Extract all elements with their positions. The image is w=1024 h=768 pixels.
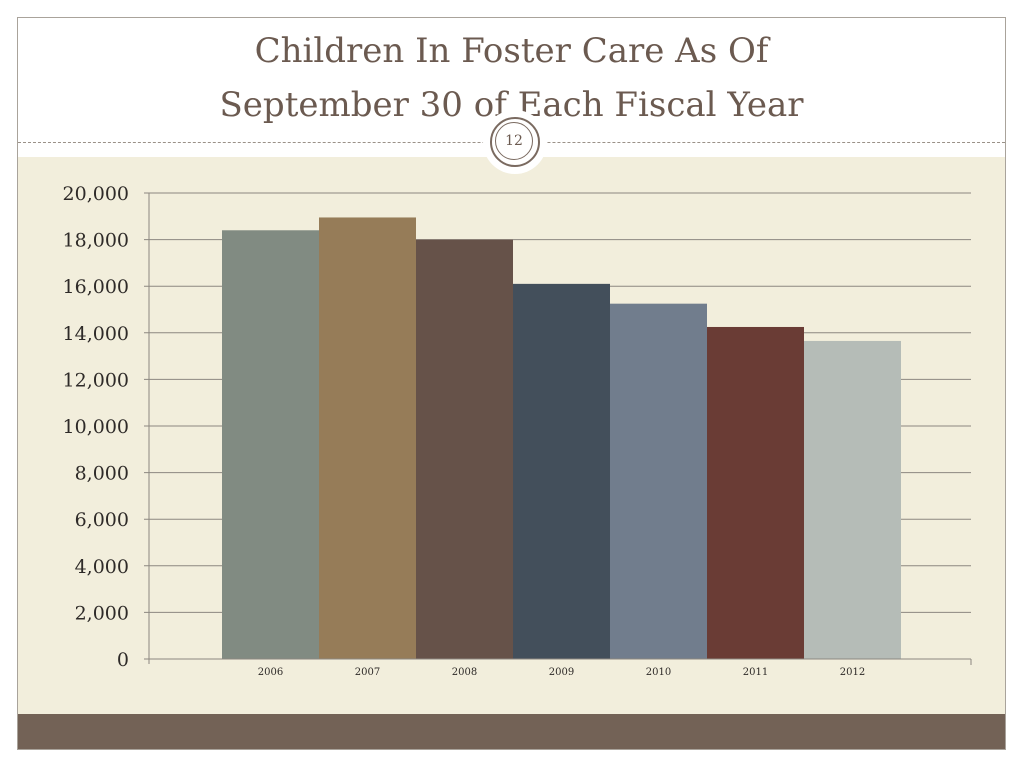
- chart-panel: 0 2,000 4,000 6,000 8,000 10,000 12,000 14,000 1…: [18, 157, 1005, 717]
- bar-2008: [416, 239, 513, 659]
- y-tick-label: 10,000: [63, 416, 129, 438]
- bar-2009: [513, 283, 610, 659]
- slide: Children In Foster Care As Of September …: [17, 17, 1006, 750]
- x-tick-label: 2012: [840, 667, 865, 678]
- slide-title-line-1: Children In Foster Care As Of: [254, 31, 769, 71]
- y-tick-label: 4,000: [75, 556, 129, 578]
- page-number-badge: 12: [483, 110, 547, 174]
- page-number: 12: [495, 122, 533, 160]
- x-tick-label: 2009: [549, 667, 574, 678]
- bar-2012: [804, 340, 901, 659]
- bar-2007: [319, 217, 416, 659]
- page-number-ring: 12: [490, 117, 540, 167]
- footer-bar: [18, 714, 1005, 749]
- x-tick-label: 2006: [258, 667, 283, 678]
- y-tick-label: 18,000: [63, 230, 129, 252]
- bar-chart: 0 2,000 4,000 6,000 8,000 10,000 12,000 14,000 1…: [63, 183, 972, 678]
- slide-title: Children In Foster Care As Of September …: [18, 24, 1005, 132]
- y-tick-label: 8,000: [75, 463, 129, 485]
- bar-2011: [707, 326, 804, 659]
- y-tick-label: 14,000: [63, 323, 129, 345]
- x-tick-label: 2008: [452, 667, 477, 678]
- y-tick-label: 6,000: [75, 509, 129, 531]
- y-tick-label: 20,000: [63, 183, 129, 205]
- y-tick-label: 2,000: [75, 602, 129, 624]
- x-tick-label: 2011: [743, 667, 768, 678]
- bar-2006: [222, 230, 319, 659]
- y-tick-label: 0: [117, 649, 129, 671]
- bar-2010: [610, 303, 707, 659]
- x-tick-label: 2007: [355, 667, 380, 678]
- y-tick-label: 16,000: [63, 276, 129, 298]
- y-tick-label: 12,000: [63, 369, 129, 391]
- x-tick-label: 2010: [646, 667, 671, 678]
